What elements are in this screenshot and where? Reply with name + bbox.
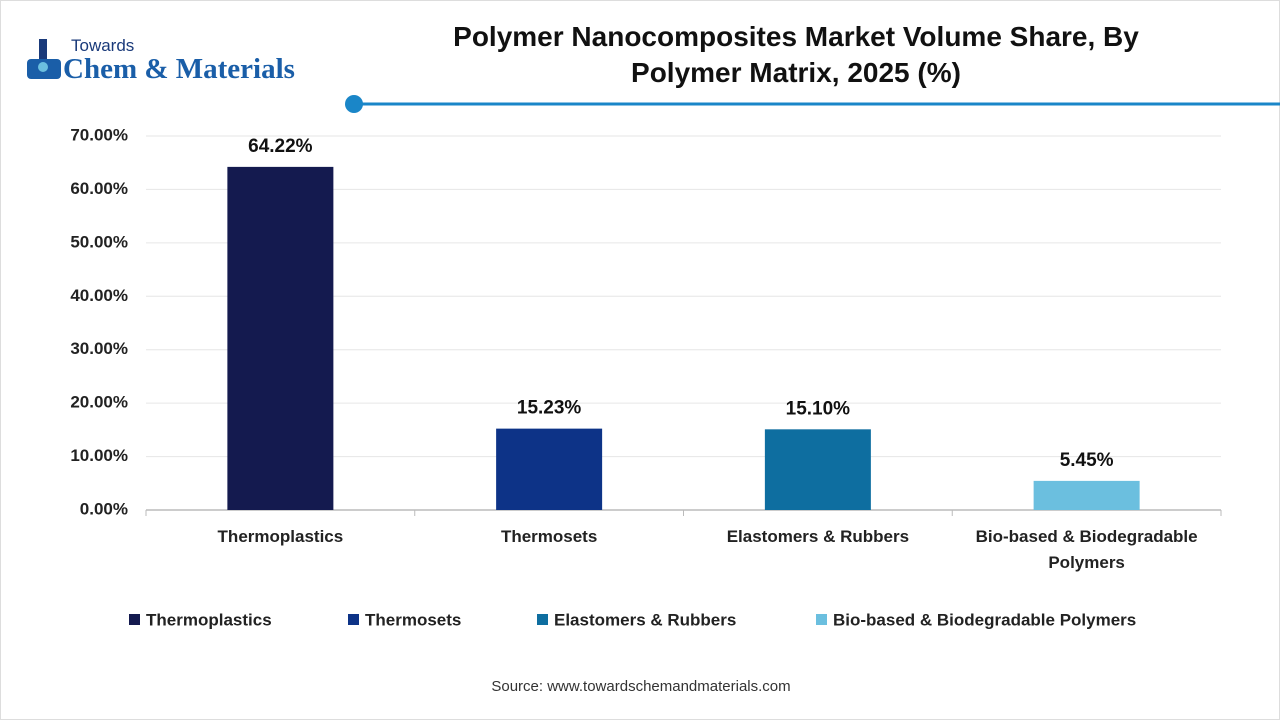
- y-tick-label: 10.00%: [70, 446, 128, 465]
- y-tick-label: 30.00%: [70, 339, 128, 358]
- bar: [496, 428, 603, 510]
- x-tick-label: Bio-based & Biodegradable Polymers: [975, 527, 1198, 572]
- y-tick-label: 20.00%: [70, 393, 128, 412]
- x-tick-label: Thermoplastics: [217, 527, 344, 546]
- y-tick-label: 70.00%: [70, 125, 128, 144]
- y-tick-label: 40.00%: [70, 286, 128, 305]
- legend-label: Thermosets: [365, 610, 461, 629]
- header-dot: [345, 95, 363, 113]
- legend-label: Thermoplastics: [146, 610, 272, 629]
- data-label: 64.22%: [248, 136, 313, 157]
- y-tick-label: 50.00%: [70, 232, 128, 251]
- logo-text: Chem & Materials: [63, 53, 295, 85]
- data-label: 15.23%: [517, 398, 582, 419]
- legend-swatch: [348, 614, 359, 625]
- y-tick-label: 0.00%: [80, 499, 128, 518]
- source: Source: www.towardschemandmaterials.com: [491, 678, 791, 695]
- logo-icon: [27, 39, 61, 79]
- data-label: 15.10%: [786, 398, 851, 419]
- chart-title: Polymer Nanocomposites Market Volume Sha…: [453, 21, 1139, 88]
- legend-swatch: [129, 614, 140, 625]
- legend-swatch: [537, 614, 548, 625]
- y-tick-label: 60.00%: [70, 179, 128, 198]
- legend-label: Bio-based & Biodegradable Polymers: [833, 610, 1136, 629]
- bar: [764, 429, 871, 510]
- legend-swatch: [816, 614, 827, 625]
- data-label: 5.45%: [1060, 450, 1114, 471]
- bar: [227, 166, 334, 510]
- x-tick-label: Thermosets: [500, 527, 598, 546]
- bar: [1033, 480, 1140, 510]
- legend-label: Elastomers & Rubbers: [554, 610, 736, 629]
- logo-text: Towards: [71, 36, 135, 55]
- x-tick-label: Elastomers & Rubbers: [726, 527, 910, 546]
